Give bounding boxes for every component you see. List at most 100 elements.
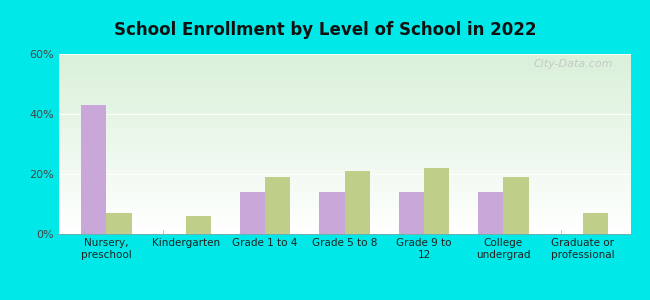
Bar	[58, 202, 630, 203]
Bar	[58, 149, 630, 150]
Bar	[58, 59, 630, 60]
Bar	[58, 123, 630, 124]
Bar	[58, 70, 630, 71]
Bar	[58, 122, 630, 123]
Bar	[58, 226, 630, 227]
Bar	[58, 114, 630, 115]
Bar	[58, 81, 630, 82]
Bar	[58, 108, 630, 109]
Bar	[58, 173, 630, 174]
Bar	[583, 213, 608, 234]
Bar	[58, 80, 630, 81]
Bar	[58, 171, 630, 172]
Bar	[58, 115, 630, 116]
Bar	[58, 166, 630, 167]
Bar	[58, 181, 630, 182]
Bar	[58, 153, 630, 154]
Bar	[58, 95, 630, 96]
Bar	[58, 152, 630, 153]
Bar	[58, 73, 630, 74]
Bar	[58, 127, 630, 128]
Bar	[58, 71, 630, 72]
Bar	[58, 205, 630, 206]
Bar	[58, 56, 630, 57]
Bar	[58, 180, 630, 181]
Bar	[58, 105, 630, 106]
Bar	[58, 178, 630, 179]
Bar	[81, 105, 106, 234]
Bar	[58, 63, 630, 64]
Bar	[58, 62, 630, 63]
Bar	[344, 171, 370, 234]
Bar	[58, 142, 630, 143]
Bar	[106, 213, 131, 234]
Bar	[58, 156, 630, 157]
Bar	[58, 198, 630, 199]
Bar	[58, 145, 630, 146]
Bar	[58, 192, 630, 193]
Bar	[58, 218, 630, 219]
Bar	[240, 192, 265, 234]
Bar	[58, 185, 630, 186]
Bar	[58, 83, 630, 84]
Bar	[503, 177, 529, 234]
Bar	[58, 200, 630, 201]
Bar	[58, 164, 630, 165]
Bar	[478, 192, 503, 234]
Bar	[58, 216, 630, 217]
Text: School Enrollment by Level of School in 2022: School Enrollment by Level of School in …	[114, 21, 536, 39]
Bar	[58, 179, 630, 180]
Bar	[58, 160, 630, 161]
Bar	[424, 168, 449, 234]
Bar	[58, 101, 630, 102]
Bar	[58, 154, 630, 155]
Bar	[58, 100, 630, 101]
Bar	[265, 177, 291, 234]
Bar	[58, 84, 630, 85]
Bar	[58, 125, 630, 126]
Bar	[58, 155, 630, 156]
Bar	[58, 170, 630, 171]
Bar	[58, 57, 630, 58]
Bar	[58, 78, 630, 79]
Bar	[58, 204, 630, 205]
Bar	[58, 230, 630, 231]
Bar	[58, 131, 630, 132]
Bar	[58, 98, 630, 99]
Bar	[58, 137, 630, 138]
Bar	[58, 206, 630, 207]
Bar	[58, 221, 630, 222]
Bar	[58, 96, 630, 97]
Bar	[58, 196, 630, 197]
Bar	[58, 201, 630, 202]
Bar	[58, 124, 630, 125]
Bar	[58, 157, 630, 158]
Bar	[58, 90, 630, 91]
Bar	[58, 103, 630, 104]
Bar	[58, 119, 630, 120]
Bar	[58, 209, 630, 210]
Bar	[58, 69, 630, 70]
Bar	[58, 88, 630, 89]
Bar	[58, 82, 630, 83]
Bar	[58, 129, 630, 130]
Bar	[58, 65, 630, 66]
Bar	[58, 74, 630, 75]
Bar	[58, 148, 630, 149]
Bar	[58, 130, 630, 131]
Bar	[58, 107, 630, 108]
Bar	[58, 183, 630, 184]
Bar	[58, 60, 630, 61]
Bar	[58, 232, 630, 233]
Bar	[58, 220, 630, 221]
Bar	[58, 225, 630, 226]
Bar	[58, 233, 630, 234]
Bar	[58, 134, 630, 135]
Bar	[58, 135, 630, 136]
Bar	[58, 174, 630, 175]
Bar	[58, 219, 630, 220]
Bar	[58, 116, 630, 117]
Text: City-Data.com: City-Data.com	[534, 59, 614, 69]
Bar	[58, 113, 630, 114]
Bar	[58, 228, 630, 229]
